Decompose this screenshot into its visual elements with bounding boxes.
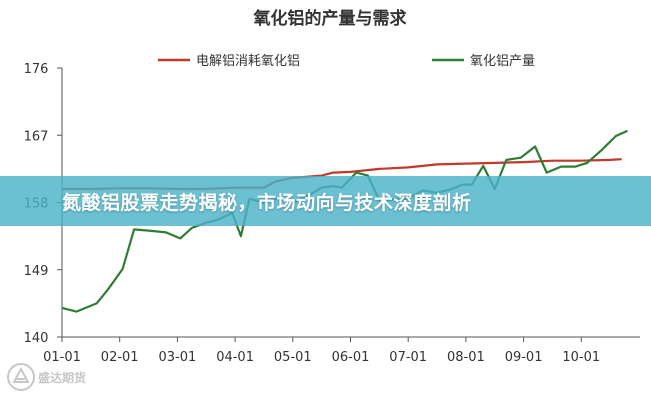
- chart-legend: 电解铝消耗氧化铝 氧化铝产量: [158, 54, 535, 69]
- legend-label: 氧化铝产量: [470, 54, 535, 69]
- y-tick-label: 167: [24, 129, 49, 144]
- x-tick-label: 03-01: [159, 350, 197, 365]
- x-tick-label: 07-01: [389, 350, 427, 365]
- y-tick-label: 176: [24, 62, 49, 77]
- watermark: 盛达期货: [6, 362, 86, 392]
- y-tick-label: 140: [24, 331, 49, 346]
- chart-axes: 14014915816717601-0102-0103-0104-0105-01…: [24, 62, 640, 365]
- x-tick-label: 08-01: [447, 350, 485, 365]
- x-tick-label: 01-01: [43, 350, 81, 365]
- x-tick-label: 10-01: [562, 350, 600, 365]
- x-tick-label: 04-01: [216, 350, 254, 365]
- y-tick-label: 149: [24, 264, 49, 279]
- x-tick-label: 05-01: [274, 350, 312, 365]
- watermark-text: 盛达期货: [38, 370, 87, 385]
- x-tick-label: 06-01: [332, 350, 370, 365]
- headline-banner: 氮酸铝股票走势揭秘，市场动向与技术深度剖析: [0, 176, 651, 226]
- x-tick-label: 02-01: [101, 350, 139, 365]
- chart-title: 氧化铝的产量与需求: [253, 8, 407, 29]
- headline-text: 氮酸铝股票走势揭秘，市场动向与技术深度剖析: [62, 191, 472, 214]
- logo-icon: [7, 363, 35, 391]
- x-tick-label: 09-01: [505, 350, 543, 365]
- legend-label: 电解铝消耗氧化铝: [196, 54, 300, 69]
